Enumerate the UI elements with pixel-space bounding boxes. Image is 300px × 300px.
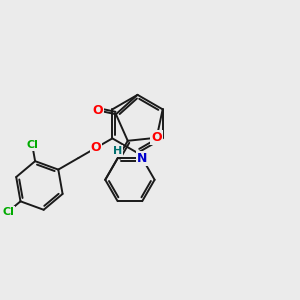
- Text: H: H: [113, 146, 122, 156]
- Text: N: N: [137, 152, 148, 165]
- Text: Cl: Cl: [2, 207, 14, 217]
- Text: O: O: [91, 141, 101, 154]
- Text: O: O: [92, 104, 103, 117]
- Text: Cl: Cl: [26, 140, 38, 150]
- Text: O: O: [151, 131, 162, 144]
